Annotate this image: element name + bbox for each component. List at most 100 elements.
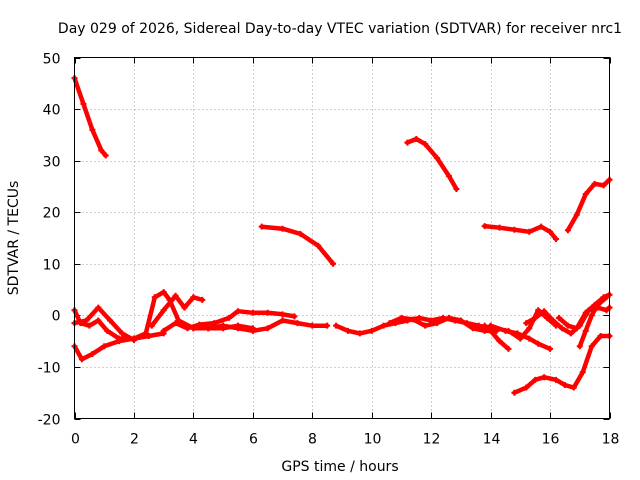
y-axis-label: SDTVAR / TECUs [6, 181, 22, 296]
data-point [249, 309, 256, 316]
data-point [532, 376, 539, 383]
data-point [523, 384, 530, 391]
series-line [259, 224, 336, 267]
data-point [404, 139, 411, 146]
series-line [387, 315, 499, 334]
data-point [104, 327, 111, 334]
x-tick-label: 10 [364, 432, 382, 448]
x-tick-label: 12 [423, 432, 441, 448]
data-point [582, 327, 589, 334]
data-point [594, 302, 601, 309]
x-tick-label: 16 [542, 432, 560, 448]
series-sat-g [71, 330, 167, 363]
data-point [416, 314, 423, 321]
data-point [291, 313, 298, 320]
series-sat-c [404, 135, 460, 193]
data-point [172, 320, 179, 327]
data-point [190, 294, 197, 301]
data-point [434, 320, 441, 327]
y-tick-label: 10 [43, 258, 61, 274]
y-tick-label: 50 [43, 52, 61, 68]
data-point [98, 147, 105, 154]
data-point [264, 325, 271, 332]
data-point [603, 294, 610, 301]
data-point [535, 340, 542, 347]
data-point [532, 314, 539, 321]
data-point [505, 345, 512, 352]
data-point [151, 294, 158, 301]
data-point [279, 225, 286, 232]
series-sat-p [481, 322, 512, 352]
data-point [172, 292, 179, 299]
series-sat-a [71, 75, 109, 159]
data-point [386, 320, 393, 327]
x-tick-label: 4 [189, 432, 198, 448]
series-sat-i [71, 304, 137, 344]
data-point [600, 182, 607, 189]
data-point [181, 304, 188, 311]
series-sat-k [148, 292, 206, 329]
data-point [205, 325, 212, 332]
data-point [579, 369, 586, 376]
data-point [457, 317, 464, 324]
data-point [184, 325, 191, 332]
data-point [558, 325, 565, 332]
data-point [422, 141, 429, 148]
x-tick-label: 2 [130, 432, 139, 448]
data-point [315, 242, 322, 249]
series-sat-d [481, 223, 559, 243]
data-point [160, 307, 167, 314]
data-point [234, 325, 241, 332]
data-point [526, 325, 533, 332]
data-point [567, 330, 574, 337]
data-point [330, 260, 337, 267]
data-point [582, 191, 589, 198]
data-point [258, 223, 265, 230]
series-line [482, 323, 511, 352]
y-tick-label: -10 [38, 361, 61, 377]
data-point [487, 322, 494, 329]
data-point [89, 126, 96, 133]
data-point [446, 173, 452, 180]
data-point [523, 320, 530, 327]
data-point [481, 322, 488, 329]
data-point [356, 330, 363, 337]
data-point [511, 226, 518, 233]
series-sat-m [190, 317, 331, 334]
data-point [446, 314, 452, 321]
data-point [547, 345, 554, 352]
y-tick-label: 20 [43, 206, 61, 222]
data-point [130, 335, 137, 342]
data-point [564, 227, 571, 234]
data-point [380, 322, 387, 329]
y-tick-label: 0 [52, 309, 61, 325]
data-point [573, 211, 580, 218]
data-point [410, 316, 417, 323]
data-point [481, 327, 488, 334]
data-point [597, 332, 604, 339]
data-point [496, 224, 503, 231]
data-point [526, 335, 533, 342]
data-point [148, 322, 155, 329]
grid-lines [74, 57, 610, 419]
series-line [191, 318, 330, 334]
data-point [344, 327, 351, 334]
y-tick-label: 40 [43, 103, 61, 119]
x-tick-label: 0 [71, 432, 80, 448]
series-group [71, 75, 613, 396]
series-sat-f [511, 332, 613, 396]
data-point [226, 314, 233, 321]
data-point [541, 374, 548, 381]
data-point [119, 330, 126, 337]
data-point [368, 327, 375, 334]
y-tick-label: 30 [43, 155, 61, 171]
data-point [333, 322, 340, 329]
data-point [160, 327, 167, 334]
data-point [83, 317, 90, 324]
series-sat-u [576, 294, 610, 350]
data-point [398, 314, 405, 321]
data-point [102, 152, 109, 159]
data-point [588, 343, 595, 350]
data-point [234, 308, 241, 315]
data-point [570, 384, 577, 391]
